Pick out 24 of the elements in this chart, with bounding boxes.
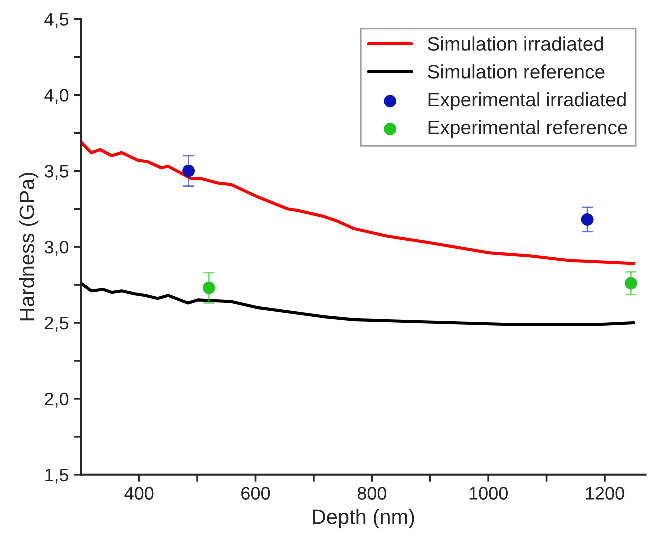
x-tick-label: 800 <box>358 487 387 500</box>
point <box>581 214 594 226</box>
y-tick-label: 4,5 <box>44 13 69 28</box>
legend-label: Simulation irradiated <box>428 36 604 51</box>
y-tick-label: 1,5 <box>46 469 69 484</box>
x-axis-title: Depth (nm) <box>313 509 414 528</box>
line-series <box>81 140 636 266</box>
y-tick-label: 3,0 <box>44 240 69 256</box>
y-tick-label: 4,0 <box>44 89 69 104</box>
x-tick-label: 600 <box>242 487 270 500</box>
line-series <box>81 282 636 326</box>
x-tick-label: 400 <box>124 487 154 500</box>
legend-label: Experimental reference <box>428 120 628 138</box>
y-tick-label: 2,5 <box>45 316 69 332</box>
point <box>624 277 638 290</box>
legend-label: Experimental irradiated <box>428 92 626 111</box>
x-tick-label: 1200 <box>586 487 624 500</box>
x-tick-label: 1000 <box>470 487 508 500</box>
y-tick-label: 2,0 <box>45 392 69 408</box>
legend-label: Simulation reference <box>428 64 605 79</box>
point <box>202 282 216 294</box>
y-tick-label: 3,5 <box>44 165 69 180</box>
y-axis-title: Hardness (GPa) <box>19 173 39 321</box>
point <box>182 164 196 178</box>
